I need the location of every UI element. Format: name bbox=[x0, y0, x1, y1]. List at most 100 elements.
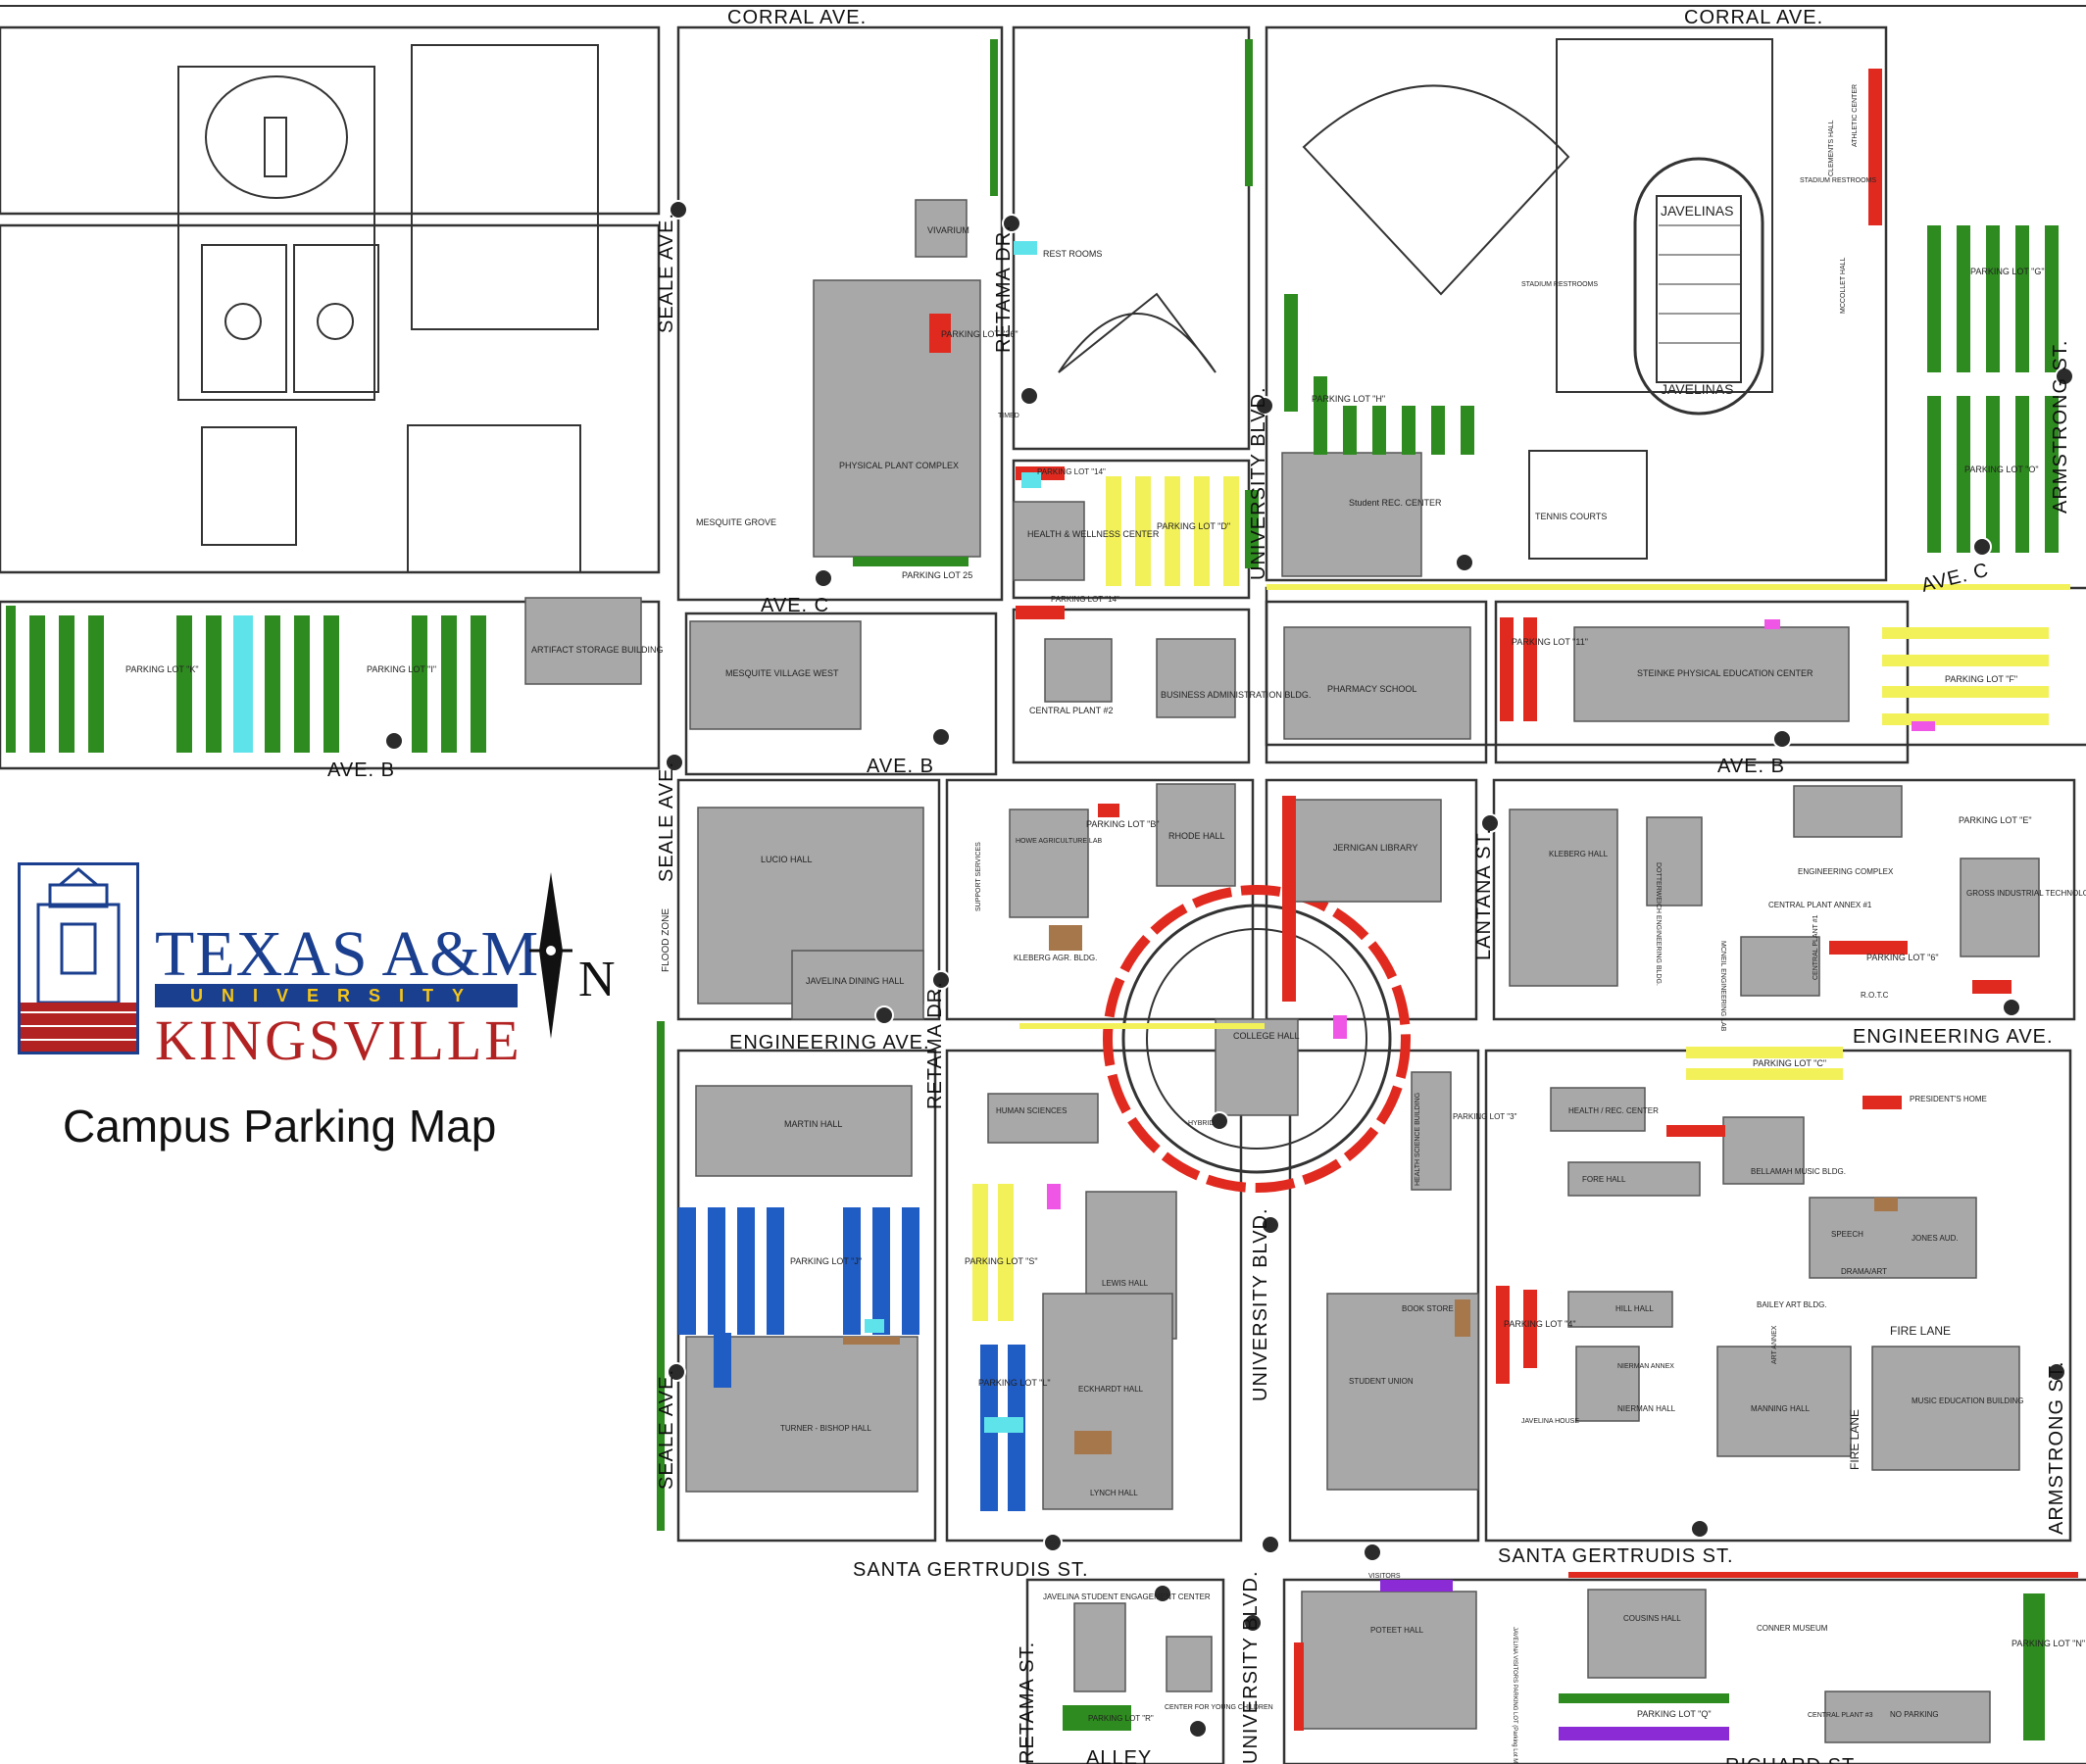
visitors-label: VISITORS bbox=[1368, 1573, 1401, 1580]
central-plant-annex-label: CENTRAL PLANT ANNEX #1 bbox=[1768, 901, 1872, 909]
stadium-restrooms-1: STADIUM RESTROOMS bbox=[1521, 281, 1598, 288]
street-alley: ALLEY bbox=[1086, 1747, 1152, 1764]
street-engineering-right: ENGINEERING AVE. bbox=[1853, 1026, 2054, 1048]
street-university-bottom: UNIVERSITY BLVD. bbox=[1240, 1570, 1262, 1764]
college-hall-label: COLLEGE HALL bbox=[1233, 1031, 1300, 1041]
stadium-restrooms-2: STADIUM RESTROOMS bbox=[1800, 177, 1876, 184]
lynch-label: LYNCH HALL bbox=[1090, 1489, 1138, 1497]
central-plant-2-label: CENTRAL PLANT #2 bbox=[1029, 706, 1114, 715]
book-store-label: BOOK STORE bbox=[1402, 1304, 1454, 1313]
fire-lane-1: FIRE LANE bbox=[1890, 1324, 1951, 1338]
lot-26-label: PARKING LOT "26" bbox=[941, 329, 1018, 339]
lot-n-label: PARKING LOT "N" bbox=[2012, 1639, 2085, 1648]
lot-6-label: PARKING LOT "6" bbox=[1866, 953, 1939, 962]
lot-d-label: PARKING LOT "D" bbox=[1157, 521, 1230, 531]
tennis-label: TENNIS COURTS bbox=[1535, 512, 1607, 521]
center-young-label: CENTER FOR YOUNG CHILDREN bbox=[1165, 1704, 1273, 1711]
nierman-annex-label: NIERMAN ANNEX bbox=[1617, 1363, 1674, 1370]
lot-4-label: PARKING LOT "4" bbox=[1504, 1319, 1576, 1329]
lot-o-label: PARKING LOT "O" bbox=[1964, 465, 2039, 474]
mcneil-label: MCNEIL ENGINEERING LAB bbox=[1719, 941, 1726, 1032]
stadium-area bbox=[1058, 38, 1773, 560]
rotc-label: R.O.T.C bbox=[1861, 991, 1889, 1000]
building-labels: VIVARIUM REST ROOMS PHYSICAL PLANT COMPL… bbox=[531, 84, 2086, 1764]
javelina-house-label: JAVELINA HOUSE bbox=[1521, 1418, 1579, 1425]
kleberg-agr-label: KLEBERG AGR. BLDG. bbox=[1014, 954, 1097, 962]
buildings bbox=[524, 199, 2040, 1743]
street-retama-st: RETAMA ST. bbox=[1017, 1642, 1038, 1764]
dotterweich-label: DOTTERWEICH ENGINEERING BLDG. bbox=[1655, 862, 1662, 986]
mesquite-grove-label: MESQUITE GROVE bbox=[696, 517, 776, 527]
emergency-markers[interactable] bbox=[384, 200, 2074, 1739]
tamuk-logo: TEXAS A&M UNIVERSITY KINGSVILLE bbox=[18, 862, 538, 1072]
lot-c-label: PARKING LOT "C" bbox=[1753, 1058, 1826, 1068]
no-parking-label: NO PARKING bbox=[1890, 1710, 1939, 1719]
martin-label: MARTIN HALL bbox=[784, 1119, 842, 1129]
pharmacy-label: PHARMACY SCHOOL bbox=[1327, 684, 1416, 694]
hill-label: HILL HALL bbox=[1615, 1304, 1654, 1313]
mccollet-label: MCCOLLET HALL bbox=[1840, 257, 1847, 314]
street-ave-b-left: AVE. B bbox=[327, 760, 395, 781]
lot-labels: PARKING LOT "K" PARKING LOT "I" PARKING … bbox=[125, 267, 2085, 1723]
lot-e-label: PARKING LOT "E" bbox=[1959, 815, 2032, 825]
student-union-label: STUDENT UNION bbox=[1349, 1377, 1414, 1386]
lot-s-label: PARKING LOT "S" bbox=[965, 1256, 1038, 1266]
javelinas-label-1: JAVELINAS bbox=[1661, 203, 1733, 219]
lot-14a-label: PARKING LOT "14" bbox=[1037, 467, 1106, 476]
lot-g-label: PARKING LOT "G" bbox=[1970, 267, 2045, 276]
lot-i-label: PARKING LOT "I" bbox=[367, 664, 436, 674]
street-seale-top: SEALE AVE. bbox=[656, 213, 677, 333]
north-label: N bbox=[578, 952, 616, 1007]
timed-label: TIMED bbox=[998, 413, 1019, 419]
street-university-top: UNIVERSITY BLVD. bbox=[1248, 386, 1269, 580]
lot-f-label: PARKING LOT "F" bbox=[1945, 674, 2017, 684]
flood-zone-label: FLOOD ZONE bbox=[661, 908, 671, 972]
javelinas-label-2: JAVELINAS bbox=[1661, 381, 1733, 397]
street-santa-left: SANTA GERTRUDIS ST. bbox=[853, 1559, 1089, 1581]
street-armstrong-top: ARMSTRONG ST. bbox=[2050, 340, 2071, 514]
engineering-complex-label: ENGINEERING COMPLEX bbox=[1798, 867, 1894, 876]
street-retama-mid: RETAMA DR. bbox=[924, 981, 946, 1109]
jones-label: JONES AUD. bbox=[1912, 1234, 1959, 1243]
logo-line-1: TEXAS A&M bbox=[155, 918, 540, 990]
street-seale-bottom: SEALE AVE. bbox=[656, 1369, 677, 1490]
manning-label: MANNING HALL bbox=[1751, 1404, 1811, 1413]
javelina-dining-label: JAVELINA DINING HALL bbox=[806, 976, 904, 986]
health-science-label: HEALTH SCIENCE BUILDING bbox=[1415, 1093, 1421, 1186]
lot-b-label: PARKING LOT "B" bbox=[1086, 819, 1160, 829]
art-annex-label: ART ANNEX bbox=[1771, 1325, 1778, 1364]
logo-line-3: KINGSVILLE bbox=[155, 1008, 522, 1072]
athletic-label: ATHLETIC CENTER bbox=[1852, 84, 1859, 147]
support-services-label: SUPPORT SERVICES bbox=[975, 842, 982, 911]
steinke-label: STEINKE PHYSICAL EDUCATION CENTER bbox=[1637, 668, 1813, 678]
street-ave-c-left: AVE. C bbox=[761, 595, 829, 616]
street-corral-right: CORRAL AVE. bbox=[1684, 7, 1823, 28]
parking-fills bbox=[6, 39, 2078, 1740]
lot-25-label: PARKING LOT 25 bbox=[902, 570, 972, 580]
rhode-label: RHODE HALL bbox=[1168, 831, 1225, 841]
lot-l-label: PARKING LOT "L" bbox=[978, 1378, 1051, 1388]
central-plant-1-label: CENTRAL PLANT #1 bbox=[1813, 914, 1819, 980]
lot-14b-label: PARKING LOT "14" bbox=[1051, 595, 1119, 604]
jsec-label: JAVELINA STUDENT ENGAGEMENT CENTER bbox=[1043, 1592, 1211, 1601]
speech-label: SPEECH bbox=[1831, 1230, 1863, 1239]
tower-icon bbox=[18, 862, 139, 1054]
street-retama-top: RETAMA DR. bbox=[993, 224, 1015, 353]
lot-q-label: PARKING LOT "Q" bbox=[1637, 1709, 1712, 1719]
street-ave-b-mid: AVE. B bbox=[867, 756, 934, 777]
rest-rooms-label: REST ROOMS bbox=[1043, 249, 1102, 259]
clements-label: CLEMENTS HALL bbox=[1828, 120, 1835, 176]
street-university-mid: UNIVERSITY BLVD. bbox=[1250, 1207, 1271, 1401]
lewis-label: LEWIS HALL bbox=[1102, 1279, 1149, 1288]
fore-label: FORE HALL bbox=[1582, 1175, 1626, 1184]
lot-11-label: PARKING LOT "11" bbox=[1512, 637, 1588, 647]
athletic-fields bbox=[177, 44, 599, 573]
map-title: Campus Parking Map bbox=[63, 1101, 497, 1152]
street-labels: CORRAL AVE. CORRAL AVE. SEALE AVE. SEALE… bbox=[327, 7, 2071, 1764]
street-richard: RICHARD ST. bbox=[1725, 1755, 1860, 1764]
street-lantana: LANTANA ST. bbox=[1473, 828, 1495, 960]
mesquite-village-label: MESQUITE VILLAGE WEST bbox=[725, 668, 839, 678]
lot-j-label: PARKING LOT "J" bbox=[790, 1256, 862, 1266]
street-corral-left: CORRAL AVE. bbox=[727, 7, 867, 28]
